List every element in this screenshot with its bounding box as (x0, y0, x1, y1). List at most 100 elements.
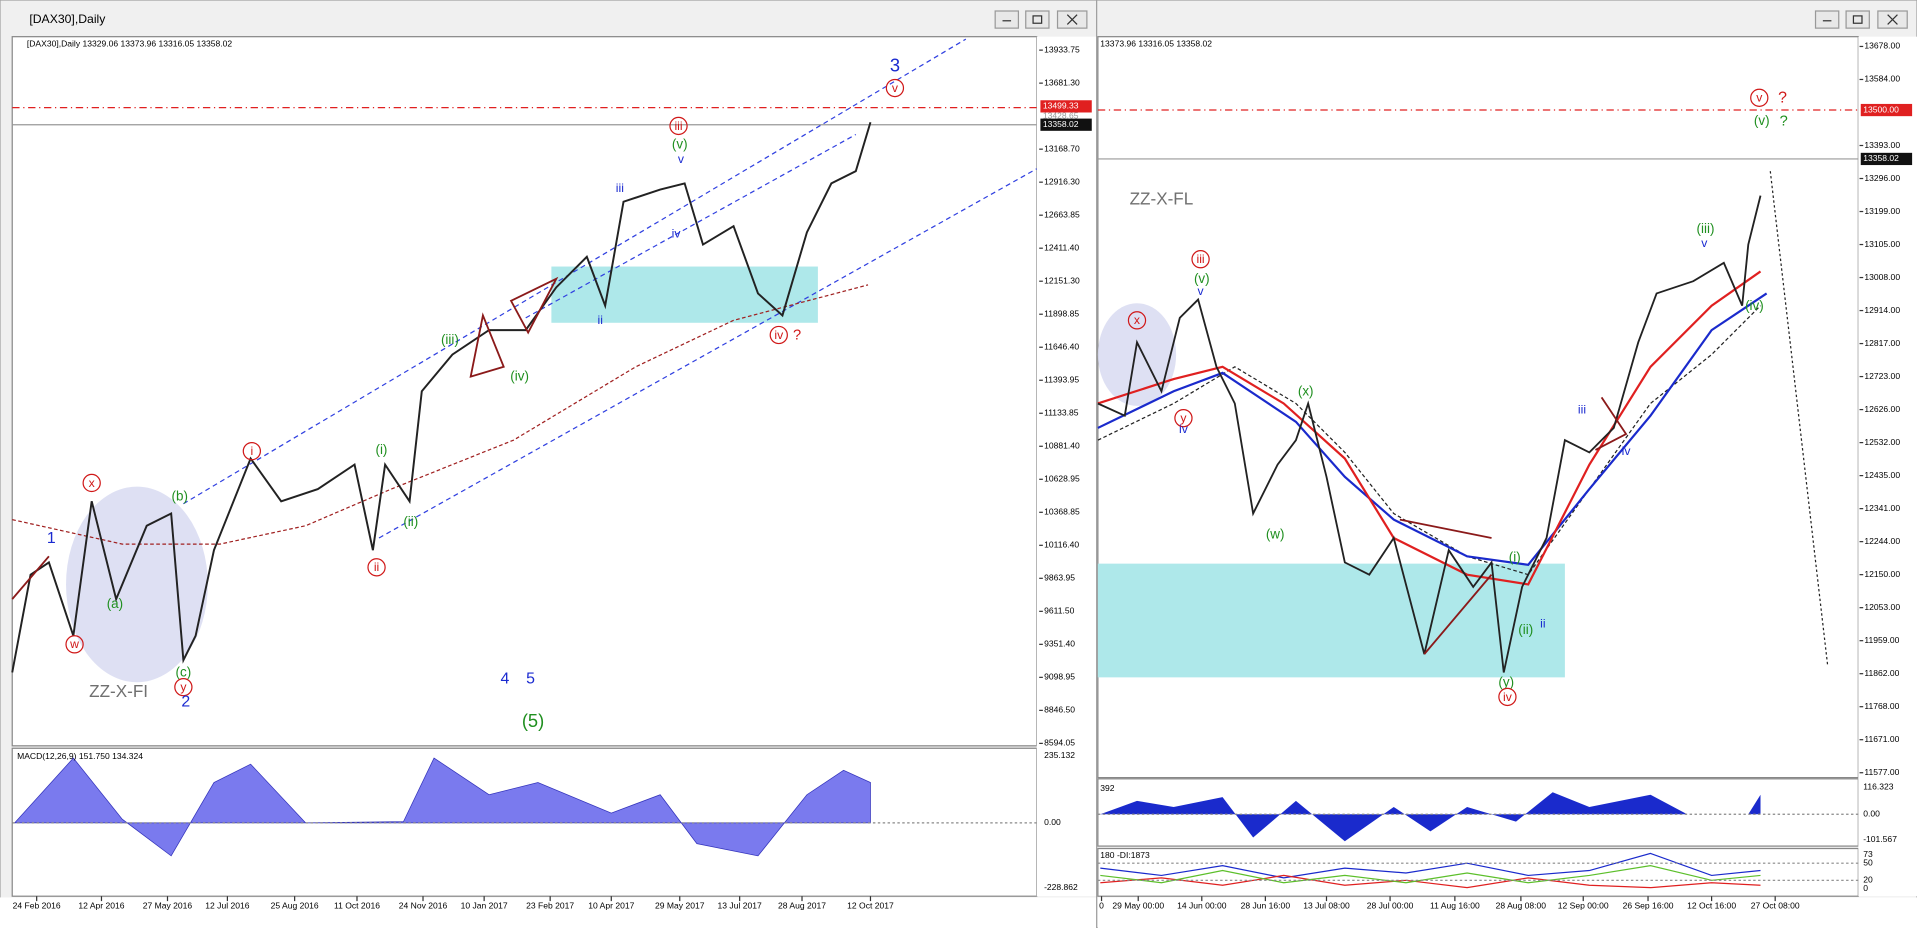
date-label: 29 May 00:00 (1112, 900, 1164, 910)
price-label: 11646.40 (1044, 342, 1079, 352)
date-label: 24 Nov 2016 (399, 900, 448, 910)
price-label: 13199.00 (1864, 206, 1900, 216)
wave-label: (iv) (1745, 298, 1764, 313)
indicator-histogram (1100, 792, 1761, 842)
wave-label: (ii) (403, 514, 418, 529)
price-label: 12626.00 (1864, 404, 1900, 414)
moving-average (1097, 305, 1761, 576)
price-tag-label: 13428.65 (1043, 110, 1079, 120)
wave-label: iii (616, 181, 624, 195)
price-tag (1040, 118, 1092, 131)
price-label: 10116.40 (1044, 540, 1079, 550)
wave-label: (v) (1194, 271, 1210, 286)
date-label: 0 (1099, 900, 1104, 910)
indicator-label: 50 (1863, 857, 1873, 867)
price-tag-label: 13499.33 (1043, 101, 1079, 111)
date-label: 11 Oct 2016 (334, 900, 380, 910)
moving-average (1097, 292, 1768, 567)
indicator-label: 20 (1863, 875, 1873, 885)
price-label: 11393.95 (1044, 375, 1079, 385)
wave-circle (769, 325, 788, 345)
wave-circle (669, 116, 688, 136)
date-label: 28 Jun 16:00 (1241, 900, 1291, 910)
date-label: 11 Aug 16:00 (1430, 900, 1480, 910)
right-window-buttons (1814, 10, 1908, 29)
wave-label: ii (598, 313, 603, 327)
date-label: 25 Aug 2016 (271, 900, 319, 910)
minimize-button[interactable] (1814, 10, 1840, 29)
price-label: 10881.40 (1044, 441, 1080, 451)
price-label: 12916.30 (1044, 176, 1080, 186)
wave-label: 2 (181, 694, 190, 711)
triangle-drawing (11, 276, 559, 600)
price-label: 13168.70 (1044, 143, 1080, 153)
price-tag (1860, 103, 1913, 117)
date-label: 24 Feb 2016 (13, 900, 61, 910)
price-tag (1860, 152, 1913, 166)
wave-label: (v) (1754, 113, 1770, 128)
price-label: 13584.00 (1864, 74, 1900, 84)
channel-line (183, 38, 967, 505)
price-label: 13008.00 (1864, 272, 1900, 282)
wave-label: (x) (1298, 383, 1314, 398)
price-bars (11, 121, 872, 673)
wave-label: (c) (176, 665, 192, 680)
indicator-label: 235.132 (1044, 750, 1075, 760)
price-label: 12053.00 (1864, 602, 1900, 612)
wave-label: 4 (501, 670, 510, 687)
wave-circle (242, 441, 262, 461)
price-tag (1040, 100, 1092, 113)
date-label: 23 Feb 2017 (526, 900, 574, 910)
indicator-label: 392 (1100, 783, 1115, 793)
price-tag-label: 13500.00 (1863, 104, 1899, 114)
wave-label: v (1701, 236, 1708, 250)
left-date-area (0, 897, 1097, 928)
wave-label: iv (1622, 444, 1632, 458)
wave-label: (iii) (1697, 221, 1715, 236)
minimize-button[interactable] (994, 10, 1020, 29)
price-label: 13296.00 (1864, 173, 1900, 183)
wave-label: (5) (522, 710, 544, 731)
price-label: 9863.95 (1044, 573, 1075, 583)
date-label: 12 Oct 2017 (847, 900, 894, 910)
maximize-button[interactable] (1845, 10, 1870, 29)
date-label: 12 Jul 2016 (205, 900, 249, 910)
wave-label: (iii) (441, 332, 459, 347)
wave-circle (1191, 250, 1210, 269)
wave-label: y (1180, 411, 1187, 425)
price-label: 12663.85 (1044, 209, 1080, 219)
date-label: 28 Aug 2017 (778, 900, 826, 910)
wave-label: ? (1778, 90, 1787, 107)
price-label: 9611.50 (1044, 606, 1075, 616)
price-label: 12244.00 (1864, 536, 1900, 546)
price-label: 12341.00 (1864, 503, 1900, 513)
date-label: 27 May 2016 (143, 900, 193, 910)
indicator-label: -228.862 (1044, 882, 1078, 892)
date-label: 27 Oct 08:00 (1751, 900, 1800, 910)
dmi-line (1100, 874, 1761, 889)
wave-label: ZZ-X-FL (1130, 189, 1194, 208)
price-label: 12914.00 (1864, 305, 1900, 315)
wave-label: iv (774, 328, 784, 342)
date-label: 26 Sep 16:00 (1623, 900, 1674, 910)
wave-circle (1750, 88, 1769, 107)
price-tag-label: 13358.02 (1863, 153, 1899, 163)
wave-label: y (180, 680, 187, 694)
icon (1852, 15, 1863, 24)
indicator-label: 116.323 (1863, 782, 1894, 792)
date-label: 10 Apr 2017 (588, 900, 634, 910)
wave-circle (1498, 687, 1517, 707)
wave-label: 1 (47, 530, 56, 547)
price-label: 8594.05 (1044, 738, 1075, 748)
wave-label: iii (674, 119, 682, 133)
wave-label: (w) (1266, 526, 1285, 541)
maximize-button[interactable] (1025, 10, 1050, 29)
indicator-label: 180 -DI:1873 (1100, 850, 1150, 860)
wave-circle (1127, 311, 1147, 330)
date-label: 13 Jul 08:00 (1303, 900, 1350, 910)
wave-label: v (1756, 91, 1763, 105)
price-label: 9351.40 (1044, 639, 1075, 649)
wave-label: i (250, 444, 253, 458)
wave-circle (82, 473, 101, 493)
